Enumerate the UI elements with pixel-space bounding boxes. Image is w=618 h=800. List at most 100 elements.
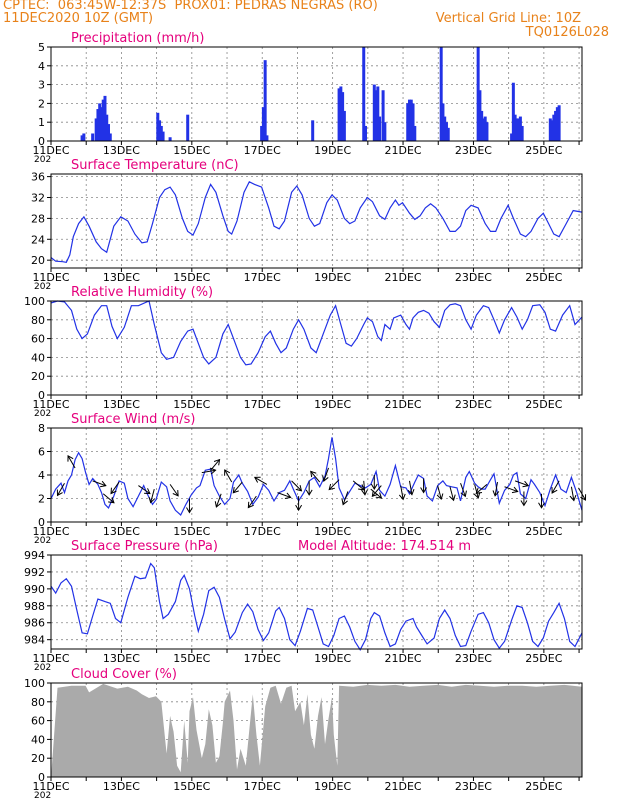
wind-vector <box>407 480 415 496</box>
wind-year-label: 202 <box>34 536 51 546</box>
wind-vector <box>341 491 349 506</box>
wind-vector-head <box>144 488 151 495</box>
rh-ytick-label: 20 <box>31 370 45 383</box>
rh-xtick-label: 11DEC <box>32 398 69 411</box>
precip-bar <box>263 60 267 141</box>
wind-vector <box>232 481 243 494</box>
temp-xtick-label: 19DEC <box>314 271 351 284</box>
precip-ytick-label: 4 <box>38 60 45 73</box>
wind-vector-head <box>473 492 481 499</box>
wind-vector-head <box>305 489 313 496</box>
wind-vector <box>420 478 428 494</box>
wind-xtick-label: 15DEC <box>173 525 210 538</box>
cloud-xtick-label: 17DEC <box>244 780 281 793</box>
wind-vector-head <box>232 486 239 494</box>
wind-vector <box>247 495 257 509</box>
precip-bar <box>510 133 514 141</box>
temp-ytick-label: 36 <box>31 171 45 184</box>
rh-xtick-label: 21DEC <box>384 398 421 411</box>
wind-vector-shaft <box>352 480 365 491</box>
wind-vector-shaft <box>460 483 466 497</box>
cloud-frame <box>50 682 583 778</box>
cloud-xtick-label: 11DEC <box>32 780 69 793</box>
wind-vector-head <box>460 490 467 498</box>
precip-xtick-label: 17DEC <box>244 144 281 157</box>
cloud-ytick-label: 0 <box>38 771 45 784</box>
rh-ytick-label: 100 <box>24 295 45 308</box>
cloud-ytick-label: 20 <box>31 752 45 765</box>
temp-ytick-label: 32 <box>31 192 45 205</box>
wind-vector-head <box>538 502 545 509</box>
wind-vector-shaft <box>437 485 442 500</box>
precip-bar <box>480 110 484 141</box>
wind-vector-head <box>328 483 335 491</box>
wind-vector-head <box>214 501 222 508</box>
precip-bar <box>363 125 367 141</box>
wind-vector <box>253 476 268 485</box>
temp-line <box>50 181 583 263</box>
wind-vector-head <box>371 490 379 498</box>
precip-bar <box>446 127 450 141</box>
rh-xtick-label: 19DEC <box>314 398 351 411</box>
cloud-panel: 0 20 40 60 80 100 11DEC 13DEC 15DEC 17DEC 19DEC 21D… <box>24 667 583 800</box>
precip-bar <box>342 110 346 141</box>
pressure-year-label: 202 <box>34 663 51 673</box>
temp-xtick-label: 23DEC <box>455 271 492 284</box>
wind-vector-head <box>511 486 519 494</box>
rh-ytick-label: 0 <box>38 389 45 402</box>
wind-vector-head <box>284 492 292 500</box>
precip-bar <box>261 107 265 141</box>
rh-panel: 0 20 40 60 80 100 11DEC 13DEC 15DEC 17DEC 19DEC 21D… <box>24 285 583 419</box>
precip-bar <box>515 118 519 141</box>
precip-bar <box>161 131 165 141</box>
wind-line <box>50 437 583 516</box>
precip-bar <box>106 124 110 141</box>
temp-title: Surface Temperature (nC) <box>71 158 239 173</box>
precip-bar <box>552 114 556 141</box>
wind-vector-head <box>436 493 444 501</box>
precip-xtick-label: 21DEC <box>384 144 421 157</box>
cloud-ytick-label: 60 <box>31 715 45 728</box>
precip-bar <box>381 90 385 141</box>
temp-xtick-label: 13DEC <box>103 271 140 284</box>
rh-title: Relative Humidity (%) <box>71 285 213 300</box>
wind-vector-head <box>186 507 193 514</box>
wind-vector-shaft <box>215 493 222 508</box>
cloud-year-label: 202 <box>34 791 51 800</box>
precip-bar <box>265 135 269 141</box>
precip-frame <box>50 46 583 142</box>
wind-vector <box>138 485 151 495</box>
precip-bar <box>374 90 378 141</box>
wind-vector-head <box>99 480 107 488</box>
wind-vector-head <box>358 484 365 491</box>
precip-bar <box>518 116 522 141</box>
wind-vector <box>370 488 383 499</box>
temp-ytick-label: 28 <box>31 212 45 225</box>
temp-xtick-label: 25DEC <box>525 271 562 284</box>
wind-vector-shaft <box>409 480 413 495</box>
wind-vector <box>92 480 107 488</box>
pressure-ytick-label: 992 <box>24 566 45 579</box>
precip-xtick-label: 19DEC <box>314 144 351 157</box>
wind-vector <box>214 493 222 508</box>
wind-vector-shaft <box>138 485 151 495</box>
wind-vector-head <box>407 489 415 496</box>
rh-year-label: 202 <box>34 409 51 419</box>
wind-vector <box>514 480 530 488</box>
wind-vector-head <box>295 504 303 512</box>
wind-vector-shaft <box>57 482 65 496</box>
wind-vector-head <box>148 496 156 504</box>
temp-year-label: 202 <box>34 282 51 292</box>
precip-bar <box>94 118 98 141</box>
wind-vector <box>370 475 378 490</box>
precip-ytick-label: 0 <box>38 135 45 148</box>
wind-vector <box>67 454 76 469</box>
precip-bar <box>555 107 559 141</box>
wind-xtick-label: 23DEC <box>455 525 492 538</box>
precip-bar <box>156 112 160 141</box>
precip-bar <box>406 103 410 141</box>
wind-vector-head <box>295 484 303 492</box>
wind-vector <box>322 467 329 483</box>
wind-vector-shaft <box>277 492 291 498</box>
pressure-xtick-label: 23DEC <box>455 652 492 665</box>
